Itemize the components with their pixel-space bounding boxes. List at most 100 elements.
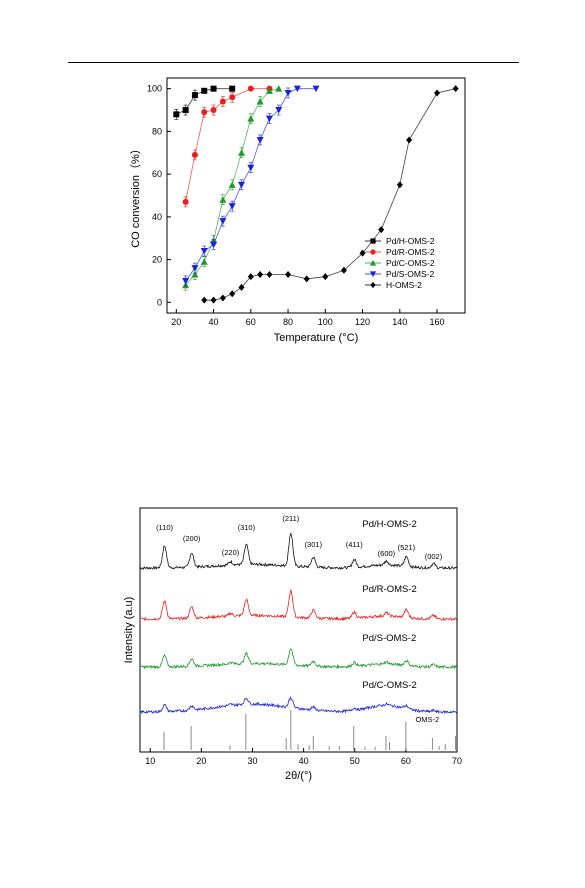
- chart2-x-axis-title: 2θ/(°): [285, 770, 312, 782]
- chart1-point: [191, 271, 199, 278]
- chart1-point: [396, 181, 403, 189]
- chart2-y-axis-title: Intensity (a.u): [123, 597, 135, 664]
- chart1-x-tick-label: 80: [283, 317, 293, 327]
- chart2-x-tick-label: 10: [145, 756, 155, 766]
- chart1-x-tick-label: 20: [171, 317, 181, 327]
- chart1-series-h-oms-2: [201, 85, 459, 304]
- chart1-point: [359, 249, 366, 257]
- chart2-peak-label: (411): [346, 540, 363, 549]
- chart2-x-tick-label: 50: [350, 756, 360, 766]
- chart2-peak-label: (220): [222, 548, 240, 557]
- chart2-x-tick-label: 20: [196, 756, 206, 766]
- chart1-point: [238, 283, 245, 291]
- chart1-point: [266, 271, 273, 279]
- chart1-point: [200, 258, 208, 265]
- chart1-point: [173, 111, 180, 118]
- chart1-point: [210, 241, 218, 249]
- chart1-legend-label: Pd/S-OMS-2: [386, 269, 434, 279]
- chart2-reference-label: OMS-2: [415, 715, 439, 724]
- chart1-point: [312, 85, 320, 93]
- chart2-axes: 10 20 30 40 50 60 70: [139, 507, 462, 766]
- chart1-point: [247, 85, 254, 92]
- chart2-x-tick-label: 60: [401, 756, 411, 766]
- chart1-point: [378, 226, 385, 234]
- chart2-peak-label: (600): [378, 549, 396, 558]
- chart1-point: [303, 275, 310, 283]
- chart1-point: [219, 294, 226, 302]
- chart1-point: [191, 151, 198, 158]
- chart2-peak-label: (521): [398, 543, 416, 552]
- chart1-point: [265, 115, 273, 123]
- chart1-point: [228, 203, 236, 210]
- chart2-peak-label: (002): [425, 552, 443, 561]
- chart1-point: [210, 296, 217, 304]
- chart1-point: [257, 271, 264, 279]
- chart2-series-pd-r-oms-2: [139, 589, 457, 622]
- header-rule: [68, 62, 519, 63]
- chart1-point: [200, 248, 208, 255]
- chart2-series-label: Pd/H-OMS-2: [362, 519, 416, 530]
- chart1-legend-label: Pd/R-OMS-2: [386, 247, 435, 257]
- chart2-reference-sticks: OMS-2: [163, 710, 456, 750]
- chart1-point: [238, 181, 245, 189]
- chart1-point: [406, 136, 413, 144]
- chart1-y-tick-label: 20: [152, 255, 162, 265]
- chart1-point: [256, 136, 264, 144]
- chart1-series-pd-c-oms-2: [182, 85, 283, 291]
- chart1-y-tick-label: 100: [147, 84, 162, 94]
- chart1-point: [369, 271, 377, 278]
- chart1-series-pd-r-oms-2: [182, 85, 273, 208]
- chart2-series-pd-s-oms-2: [139, 648, 457, 670]
- chart1-legend: Pd/H-OMS-2Pd/R-OMS-2Pd/C-OMS-2Pd/S-OMS-2…: [365, 236, 435, 290]
- chart2-series-pd-h-oms-2: [139, 532, 457, 571]
- chart1-series-line: [185, 88, 270, 202]
- chart1-axes: 20 40 60 80 100 120 140 160 0 20 40 60 80 100: [147, 77, 466, 327]
- chart1-point: [340, 266, 347, 274]
- chart1-x-tick-label: 40: [209, 317, 219, 327]
- chart1-point: [434, 89, 441, 97]
- chart1-point: [182, 107, 189, 114]
- chart1-point: [369, 259, 377, 266]
- chart1-point: [182, 198, 189, 205]
- chart1-legend-entry: H-OMS-2: [365, 280, 422, 290]
- chart2-annotations: Pd/H-OMS-2 Pd/R-OMS-2 Pd/S-OMS-2 Pd/C-OMS-2…: [156, 514, 443, 691]
- chart1-legend-label: Pd/C-OMS-2: [386, 258, 435, 268]
- chart1-point: [247, 115, 255, 122]
- chart1-point: [201, 296, 208, 304]
- chart1-x-tick-label: 140: [392, 317, 407, 327]
- chart2-series-label: Pd/R-OMS-2: [362, 584, 416, 595]
- chart2-peak-label: (310): [238, 523, 256, 532]
- chart1-x-tick-label: 160: [430, 317, 445, 327]
- chart1-point: [229, 94, 236, 101]
- chart1-x-tick-label: 60: [246, 317, 256, 327]
- chart2-series-label: Pd/S-OMS-2: [362, 633, 416, 644]
- chart2-series-pd-c-oms-2: [139, 696, 457, 715]
- chart1-point: [285, 271, 292, 279]
- chart1-y-tick-label: 40: [152, 212, 162, 222]
- chart1-legend-label: H-OMS-2: [386, 280, 422, 290]
- chart2-plot-frame: [139, 507, 458, 753]
- chart1-point: [265, 87, 273, 94]
- chart1-series-pd-h-oms-2: [173, 85, 236, 120]
- chart1-x-tick-label: 100: [318, 317, 333, 327]
- chart2-peak-label: (110): [156, 523, 173, 532]
- chart1-legend-entry: Pd/C-OMS-2: [365, 258, 435, 268]
- chart1-point: [228, 181, 236, 188]
- chart2-peak-label: (211): [282, 514, 299, 523]
- chart1-point: [191, 92, 198, 99]
- chart1-point: [370, 249, 376, 255]
- chart1-point: [229, 85, 236, 92]
- chart1-point: [247, 164, 255, 172]
- chart1-point: [210, 107, 217, 114]
- chart2-peak-label: (200): [183, 534, 201, 543]
- chart2-x-tick-label: 40: [299, 756, 309, 766]
- chart1-x-tick-label: 120: [355, 317, 370, 327]
- chart1-point: [293, 85, 301, 93]
- chart1-point: [191, 265, 199, 272]
- chart2-peak-label: (301): [305, 540, 323, 549]
- chart1-point: [275, 85, 283, 92]
- chart1-legend-entry: Pd/H-OMS-2: [365, 236, 435, 246]
- chart1-point: [219, 196, 227, 203]
- chart1-point: [452, 85, 459, 93]
